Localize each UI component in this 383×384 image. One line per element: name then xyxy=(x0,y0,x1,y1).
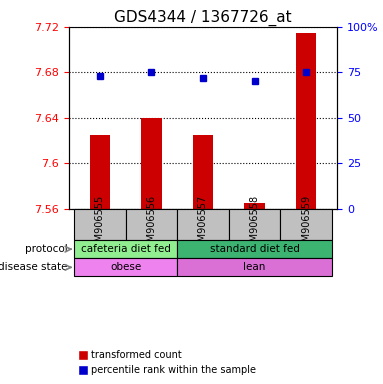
Text: GSM906557: GSM906557 xyxy=(198,195,208,254)
Legend: transformed count, percentile rank within the sample: transformed count, percentile rank withi… xyxy=(74,346,260,379)
Text: protocol: protocol xyxy=(25,244,68,254)
Text: GSM906556: GSM906556 xyxy=(146,195,156,254)
Text: standard diet fed: standard diet fed xyxy=(210,244,300,254)
Text: GSM906558: GSM906558 xyxy=(250,195,260,254)
Bar xyxy=(244,203,265,209)
Bar xyxy=(296,33,316,209)
Text: GSM906559: GSM906559 xyxy=(301,195,311,254)
Text: lean: lean xyxy=(243,262,266,272)
FancyBboxPatch shape xyxy=(74,209,126,240)
Text: obese: obese xyxy=(110,262,141,272)
Bar xyxy=(193,135,213,209)
FancyBboxPatch shape xyxy=(74,240,177,258)
FancyBboxPatch shape xyxy=(74,258,177,276)
Bar xyxy=(141,118,162,209)
FancyBboxPatch shape xyxy=(177,258,332,276)
FancyBboxPatch shape xyxy=(126,209,177,240)
FancyBboxPatch shape xyxy=(229,209,280,240)
Bar xyxy=(90,135,110,209)
FancyBboxPatch shape xyxy=(177,240,332,258)
Text: cafeteria diet fed: cafeteria diet fed xyxy=(81,244,170,254)
Text: GSM906555: GSM906555 xyxy=(95,195,105,254)
Title: GDS4344 / 1367726_at: GDS4344 / 1367726_at xyxy=(114,9,292,25)
FancyBboxPatch shape xyxy=(177,209,229,240)
FancyBboxPatch shape xyxy=(280,209,332,240)
Text: disease state: disease state xyxy=(0,262,68,272)
